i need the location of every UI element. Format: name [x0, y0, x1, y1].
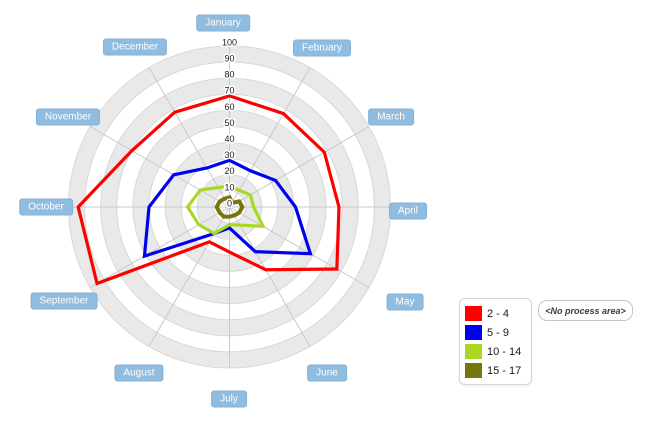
legend: 2 - 4 5 - 9 10 - 14 15 - 17	[459, 298, 532, 385]
month-label-november[interactable]: November	[35, 108, 101, 126]
legend-item[interactable]: 5 - 9	[465, 323, 531, 342]
svg-text:20: 20	[224, 166, 234, 176]
legend-label: 15 - 17	[487, 364, 522, 377]
legend-label: 10 - 14	[487, 345, 522, 358]
legend-item[interactable]: 10 - 14	[465, 342, 531, 361]
svg-text:100: 100	[222, 37, 237, 47]
svg-text:0: 0	[227, 198, 232, 208]
legend-item[interactable]: 15 - 17	[465, 361, 531, 380]
month-label-june[interactable]: June	[307, 364, 347, 382]
month-label-may[interactable]: May	[386, 293, 424, 311]
legend-swatch-green	[465, 344, 482, 359]
svg-text:10: 10	[224, 182, 234, 192]
legend-label: 2 - 4	[487, 307, 510, 320]
legend-swatch-red	[465, 306, 482, 321]
month-label-march[interactable]: March	[368, 108, 414, 126]
legend-swatch-olive	[465, 363, 482, 378]
svg-text:90: 90	[224, 53, 234, 63]
month-label-december[interactable]: December	[102, 38, 168, 56]
svg-text:60: 60	[224, 102, 234, 112]
month-label-july[interactable]: July	[211, 390, 247, 408]
month-label-september[interactable]: September	[30, 292, 98, 310]
legend-item[interactable]: 2 - 4	[465, 304, 531, 323]
legend-label: 5 - 9	[487, 326, 510, 339]
svg-text:40: 40	[224, 134, 234, 144]
svg-text:80: 80	[224, 70, 234, 80]
month-label-october[interactable]: October	[19, 198, 73, 216]
svg-text:70: 70	[224, 86, 234, 96]
no-process-area-label: <No process area>	[545, 305, 626, 316]
month-label-february[interactable]: February	[292, 39, 352, 57]
no-process-area-button[interactable]: <No process area>	[538, 300, 633, 321]
month-label-january[interactable]: January	[196, 14, 250, 32]
svg-text:50: 50	[224, 118, 234, 128]
month-label-april[interactable]: April	[388, 202, 428, 220]
svg-text:30: 30	[224, 150, 234, 160]
legend-swatch-blue	[465, 325, 482, 340]
month-label-august[interactable]: August	[114, 364, 164, 382]
